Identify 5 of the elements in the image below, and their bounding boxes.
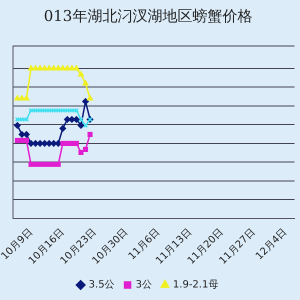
legend-label: 3.5公 [88, 278, 115, 291]
chart-title: 013年湖北汈汊湖地区螃蟹价格 [44, 6, 252, 25]
x-tick-label: 12月4日 [254, 226, 290, 262]
legend-label: 3公 [136, 278, 152, 291]
legend-label: 1.9-2.1母 [172, 280, 218, 291]
